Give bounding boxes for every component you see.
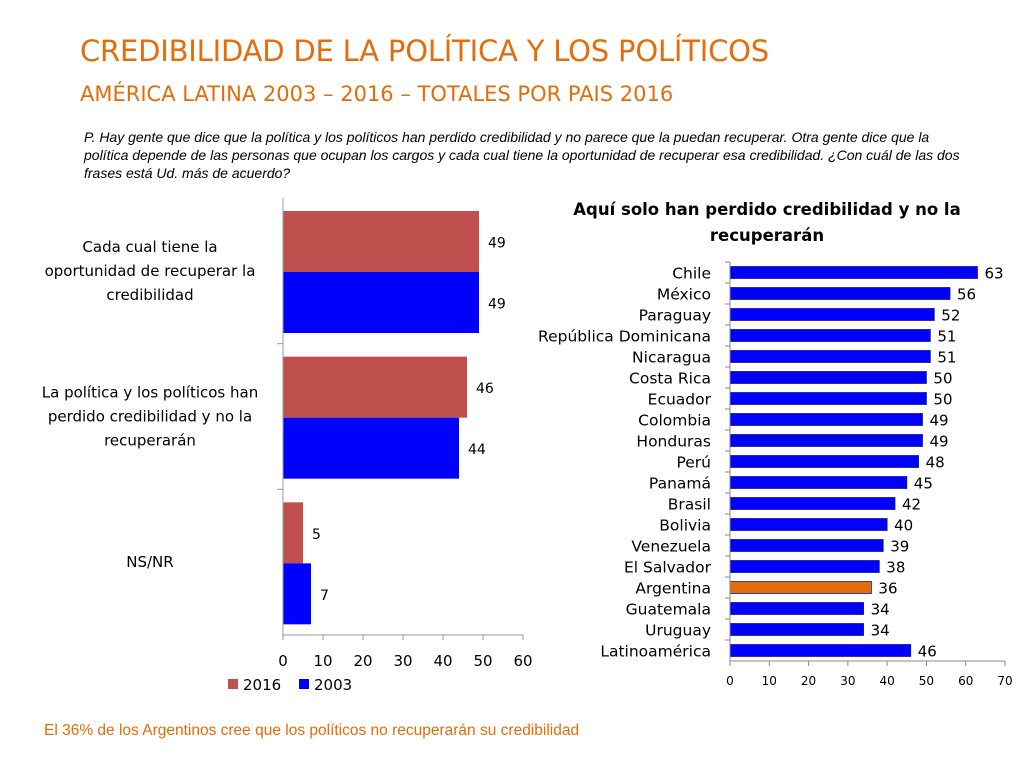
- data-label-2016-3: 5: [312, 527, 321, 543]
- category-label-6: Costa Rica: [629, 370, 711, 388]
- data-label-2: 56: [957, 286, 976, 304]
- category-label-17: Guatemala: [626, 601, 711, 619]
- category-label-3: Paraguay: [639, 307, 711, 325]
- data-label-17: 34: [871, 601, 890, 619]
- page-title: CREDIBILIDAD DE LA POLÍTICA Y LOS POLÍTI…: [80, 34, 770, 68]
- bar-5: [729, 350, 931, 363]
- category-label-14: Venezuela: [631, 538, 711, 556]
- footer-note: El 36% de los Argentinos cree que los po…: [44, 722, 580, 739]
- bar-19: [729, 644, 912, 657]
- bar-2003-2: [283, 417, 459, 479]
- data-label-5: 51: [937, 349, 956, 367]
- bar-18: [729, 623, 864, 636]
- data-label-7: 50: [933, 391, 952, 409]
- category-label-4: República Dominicana: [538, 328, 711, 346]
- x-tick-label-40: 40: [433, 652, 452, 670]
- data-label-18: 34: [871, 622, 890, 640]
- bar-2: [729, 287, 951, 300]
- x-tick-label-60: 60: [958, 674, 973, 688]
- bar-1: [729, 266, 978, 279]
- survey-question: P. Hay gente que dice que la política y …: [84, 129, 960, 181]
- category-label-13: Bolivia: [659, 517, 711, 535]
- x-tick-label-30: 30: [840, 674, 855, 688]
- category-label-3: NS/NR: [126, 553, 173, 571]
- bar-2003-3: [283, 563, 311, 625]
- category-label-19: Latinoamérica: [600, 643, 711, 661]
- data-label-9: 49: [930, 433, 949, 451]
- x-tick-label-70: 70: [997, 674, 1012, 688]
- data-label-1: 63: [985, 265, 1004, 283]
- x-tick-label-0: 0: [278, 652, 288, 670]
- category-label-8: Colombia: [638, 412, 711, 430]
- bar-14: [729, 539, 884, 552]
- data-label-6: 50: [933, 370, 952, 388]
- data-label-16: 36: [878, 580, 897, 598]
- legend-swatch-2016: [228, 679, 238, 689]
- bar-12: [729, 497, 896, 510]
- data-label-3: 52: [941, 307, 960, 325]
- category-label-1: Cada cual tiene la oportunidad de recuper…: [45, 238, 256, 304]
- x-tick-label-60: 60: [513, 652, 532, 670]
- data-label-8: 49: [930, 412, 949, 430]
- data-label-2003-1: 49: [488, 297, 506, 313]
- legend-label-2016: 2016: [243, 676, 281, 694]
- bar-8: [729, 413, 923, 426]
- data-label-2003-2: 44: [468, 442, 486, 458]
- x-tick-label-50: 50: [473, 652, 492, 670]
- x-tick-label-10: 10: [762, 674, 777, 688]
- data-label-14: 39: [890, 538, 909, 556]
- bar-16: [729, 581, 872, 594]
- bar-13: [729, 518, 888, 531]
- bar-2003-1: [283, 272, 479, 333]
- category-label-11: Panamá: [649, 475, 711, 493]
- category-label-18: Uruguay: [645, 622, 711, 640]
- bar-2016-2: [283, 356, 467, 418]
- data-label-4: 51: [937, 328, 956, 346]
- data-label-2016-1: 49: [488, 236, 506, 252]
- data-label-2003-3: 7: [320, 588, 329, 604]
- data-label-19: 46: [918, 643, 937, 661]
- bar-6: [729, 371, 927, 384]
- bar-2016-3: [283, 502, 303, 564]
- x-tick-label-20: 20: [801, 674, 816, 688]
- x-tick-label-10: 10: [313, 652, 332, 670]
- data-label-15: 38: [886, 559, 905, 577]
- page-subtitle: AMÉRICA LATINA 2003 – 2016 – TOTALES POR…: [80, 82, 674, 106]
- data-label-11: 45: [914, 475, 933, 493]
- x-tick-label-0: 0: [726, 674, 734, 688]
- legend-swatch-2003: [299, 679, 309, 689]
- x-tick-label-30: 30: [393, 652, 412, 670]
- data-label-13: 40: [894, 517, 913, 535]
- bar-2016-1: [283, 211, 479, 272]
- bar-11: [729, 476, 908, 489]
- bar-4: [729, 329, 931, 342]
- category-label-16: Argentina: [635, 580, 711, 598]
- x-tick-label-40: 40: [880, 674, 895, 688]
- bar-17: [729, 602, 864, 615]
- category-label-1: Chile: [672, 265, 711, 283]
- category-label-2: La política y los políticos han perdido c…: [42, 384, 258, 450]
- bar-10: [729, 455, 919, 468]
- category-label-10: Perú: [676, 454, 711, 472]
- data-label-10: 48: [926, 454, 945, 472]
- legend-label-2003: 2003: [314, 676, 352, 694]
- x-tick-label-50: 50: [919, 674, 934, 688]
- bar-3: [729, 308, 935, 321]
- x-tick-label-20: 20: [353, 652, 372, 670]
- chart-title: Aquí solo han perdido credibilidad y no …: [573, 200, 960, 245]
- data-label-12: 42: [902, 496, 921, 514]
- data-label-2016-2: 46: [476, 381, 494, 397]
- bar-7: [729, 392, 927, 405]
- bar-9: [729, 434, 923, 447]
- category-label-9: Honduras: [636, 433, 711, 451]
- category-label-7: Ecuador: [648, 391, 712, 409]
- category-label-2: México: [657, 286, 711, 304]
- bar-15: [729, 560, 880, 573]
- category-label-5: Nicaragua: [632, 349, 711, 367]
- category-label-15: El Salvador: [624, 559, 712, 577]
- category-label-12: Brasil: [668, 496, 711, 514]
